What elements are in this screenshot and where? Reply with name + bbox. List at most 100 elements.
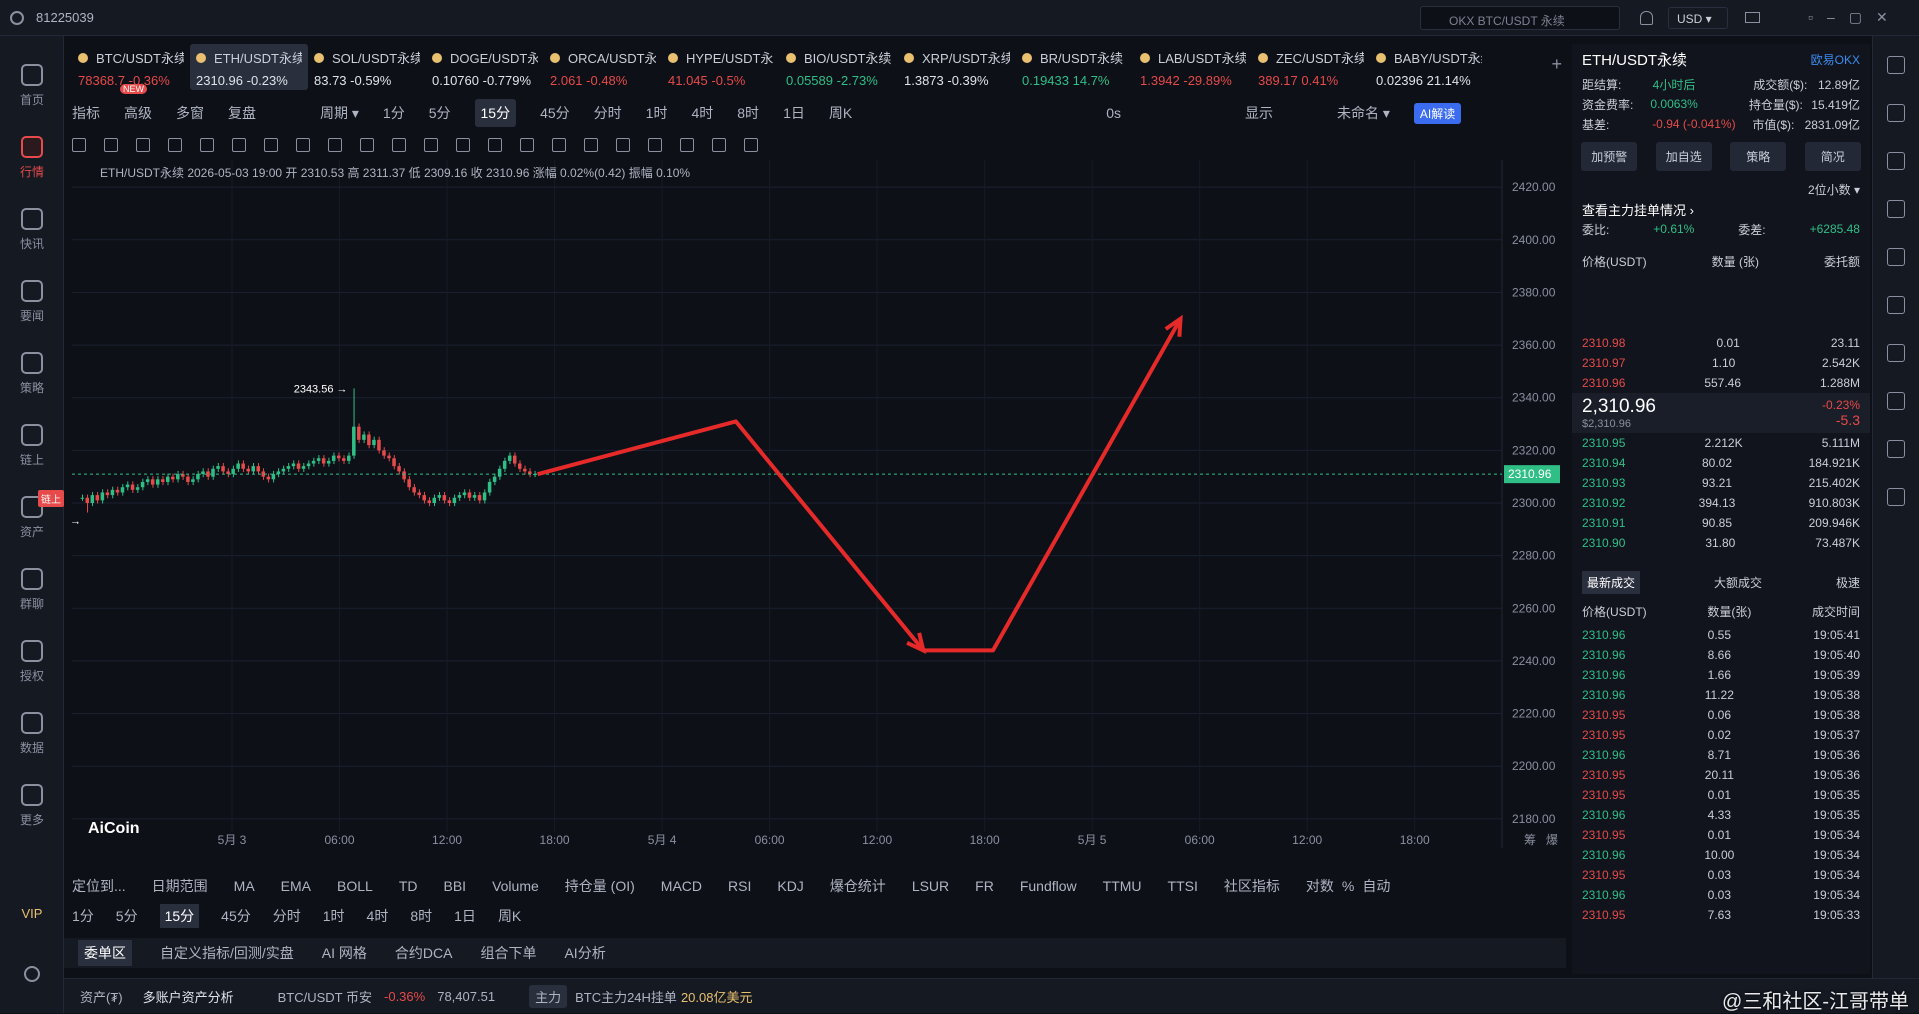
trade-tab[interactable]: 大额成交	[1713, 575, 1762, 590]
sidebar-item-4[interactable]: 策略	[0, 338, 64, 410]
right-title[interactable]: ETH/USDT永续	[1582, 51, 1688, 69]
sidebar-item-1[interactable]: 行情	[0, 122, 64, 194]
sidebar-item-8[interactable]: 授权	[0, 626, 64, 698]
period-button[interactable]: 分时	[593, 105, 622, 121]
draw-tool-icon[interactable]	[328, 138, 342, 152]
draw-tool-icon[interactable]	[616, 138, 630, 152]
chart-area[interactable]: 2420.00 2400.00 2380.00 2360.00 2340.00 2320.…	[72, 160, 1566, 848]
draw-tool-icon[interactable]	[488, 138, 502, 152]
bottom-tab[interactable]: 组合下单	[480, 945, 537, 961]
add-tab-icon[interactable]: +	[1551, 54, 1562, 74]
indicator-sub[interactable]: RSI	[728, 878, 752, 894]
trend-icon[interactable]	[1887, 152, 1905, 170]
sidebar-item-9[interactable]: 数据	[0, 698, 64, 770]
layout-select[interactable]: 未命名 ▾	[1337, 105, 1390, 121]
ticker-tab[interactable]: LAB/USDT永续 1.3942 -29.89%	[1134, 44, 1252, 90]
indicator-left[interactable]: BBI	[443, 878, 467, 894]
search-input[interactable]: OKX BTC/USDT 永续	[1420, 6, 1620, 30]
period-button-2[interactable]: 1日	[454, 908, 476, 924]
period-button-2[interactable]: 1分	[72, 908, 94, 924]
settings-icon[interactable]	[24, 966, 40, 982]
bid-row[interactable]: 2310.93 93.21 215.402K	[1572, 473, 1870, 493]
ask-row[interactable]: 2310.96 557.46 1.288M	[1572, 373, 1870, 393]
draw-tool-icon[interactable]	[232, 138, 246, 152]
bottom-tab[interactable]: AI 网格	[321, 945, 367, 961]
ticker-tab[interactable]: BR/USDT永续 0.19433 14.7%	[1016, 44, 1134, 90]
bell-icon[interactable]	[1640, 11, 1653, 25]
draw-tool-icon[interactable]	[424, 138, 438, 152]
axis-button[interactable]: 爆	[1546, 833, 1558, 847]
toolbar-item[interactable]: 高级	[124, 105, 152, 121]
period-button-2[interactable]: 8时	[410, 908, 433, 924]
status-pair[interactable]: BTC/USDT 币安	[277, 989, 373, 1005]
scale-option[interactable]: %	[1341, 878, 1355, 894]
draw-tool-icon[interactable]	[680, 138, 694, 152]
sidebar-item-0[interactable]: 首页	[0, 50, 64, 122]
toolbar-item[interactable]: 指标	[72, 105, 100, 121]
sidebar-item-3[interactable]: 要闻	[0, 266, 64, 338]
indicator-sub[interactable]: Fundflow	[1019, 878, 1077, 894]
period-button-2[interactable]: 4时	[366, 908, 389, 924]
bid-row[interactable]: 2310.94 80.02 184.921K	[1572, 453, 1870, 473]
ask-row[interactable]: 2310.97 1.10 2.542K	[1572, 353, 1870, 373]
ticker-tab[interactable]: DOGE/USDT永续 0.10760 -0.779%	[426, 44, 544, 90]
draw-tool-icon[interactable]	[200, 138, 214, 152]
list-icon[interactable]	[1887, 56, 1905, 74]
draw-tool-icon[interactable]	[648, 138, 662, 152]
indicator-sub[interactable]: FR	[975, 878, 994, 894]
scale-option[interactable]: 对数	[1305, 878, 1334, 894]
period-button[interactable]: 4时	[691, 105, 714, 121]
indicator-left[interactable]: TD	[398, 878, 418, 894]
draw-tool-icon[interactable]	[264, 138, 278, 152]
ticker-tab[interactable]: ZEC/USDT永续 389.17 0.41%	[1252, 44, 1370, 90]
ticker-tab[interactable]: ETH/USDT永续 2310.96 -0.23%	[190, 44, 308, 90]
draw-tool-icon[interactable]	[552, 138, 566, 152]
indicator-left[interactable]: MA	[233, 878, 255, 894]
dollar-icon[interactable]	[1887, 104, 1905, 122]
draw-tool-icon[interactable]	[360, 138, 374, 152]
sidebar-item-2[interactable]: 快讯	[0, 194, 64, 266]
sidebar-item-10[interactable]: 更多	[0, 770, 64, 842]
decimals-select[interactable]: 2位小数 ▾	[1807, 182, 1860, 197]
toolbar-item[interactable]: 多窗	[176, 105, 204, 121]
indicator-left[interactable]: 日期范围	[151, 878, 208, 894]
period-button[interactable]: 8时	[737, 105, 760, 121]
exchange-link[interactable]: 欧易OKX	[1810, 52, 1860, 67]
draw-tool-icon[interactable]	[136, 138, 150, 152]
period-button[interactable]: 15分	[474, 99, 517, 127]
period-button[interactable]: 1分	[382, 105, 405, 121]
draw-tool-icon[interactable]	[744, 138, 758, 152]
scale-option[interactable]: 自动	[1362, 878, 1391, 894]
period-button-2[interactable]: 15分	[159, 904, 200, 928]
sidebar-item-5[interactable]: 链上	[0, 410, 64, 482]
right-button[interactable]: 加预警	[1581, 142, 1638, 171]
candlestick-chart[interactable]: 2420.00 2400.00 2380.00 2360.00 2340.00 2320.…	[72, 160, 1566, 848]
calc-icon[interactable]	[1887, 392, 1905, 410]
bottom-tab[interactable]: 合约DCA	[394, 945, 453, 961]
right-button[interactable]: 策略	[1730, 142, 1787, 171]
depth-title[interactable]: 查看主力挂单情况 ›	[1582, 202, 1694, 218]
vip-button[interactable]: VIP	[21, 906, 43, 921]
toolbar-item[interactable]: 复盘	[228, 105, 256, 121]
indicator-sub[interactable]: TTMU	[1102, 878, 1142, 894]
period-select[interactable]: 周期 ▾	[320, 105, 359, 121]
period-button[interactable]: 1时	[645, 105, 668, 121]
period-button-2[interactable]: 5分	[115, 908, 138, 924]
draw-tool-icon[interactable]	[584, 138, 598, 152]
currency-select[interactable]: USD ▾	[1668, 7, 1728, 29]
indicator-sub[interactable]: 爆仓统计	[829, 878, 886, 894]
draw-tool-icon[interactable]	[168, 138, 182, 152]
ticker-tab[interactable]: HYPE/USDT永续 41.045 -0.5%	[662, 44, 780, 90]
indicator-sub[interactable]: 持仓量 (OI)	[564, 878, 635, 894]
community-indicator[interactable]: 社区指标	[1223, 878, 1280, 894]
right-button[interactable]: 加自选	[1655, 142, 1712, 171]
period-button-2[interactable]: 45分	[221, 908, 251, 924]
display-toggle[interactable]: 显示	[1245, 105, 1273, 121]
bottom-tab[interactable]: 委单区	[78, 940, 132, 966]
draw-tool-icon[interactable]	[392, 138, 406, 152]
trade-tab[interactable]: 最新成交	[1582, 570, 1641, 594]
headset-icon[interactable]	[1887, 440, 1905, 458]
ticker-tab[interactable]: BIO/USDT永续 0.05589 -2.73%	[780, 44, 898, 90]
indicator-sub[interactable]: Volume	[492, 878, 539, 894]
indicator-sub[interactable]: TTSI	[1167, 878, 1198, 894]
